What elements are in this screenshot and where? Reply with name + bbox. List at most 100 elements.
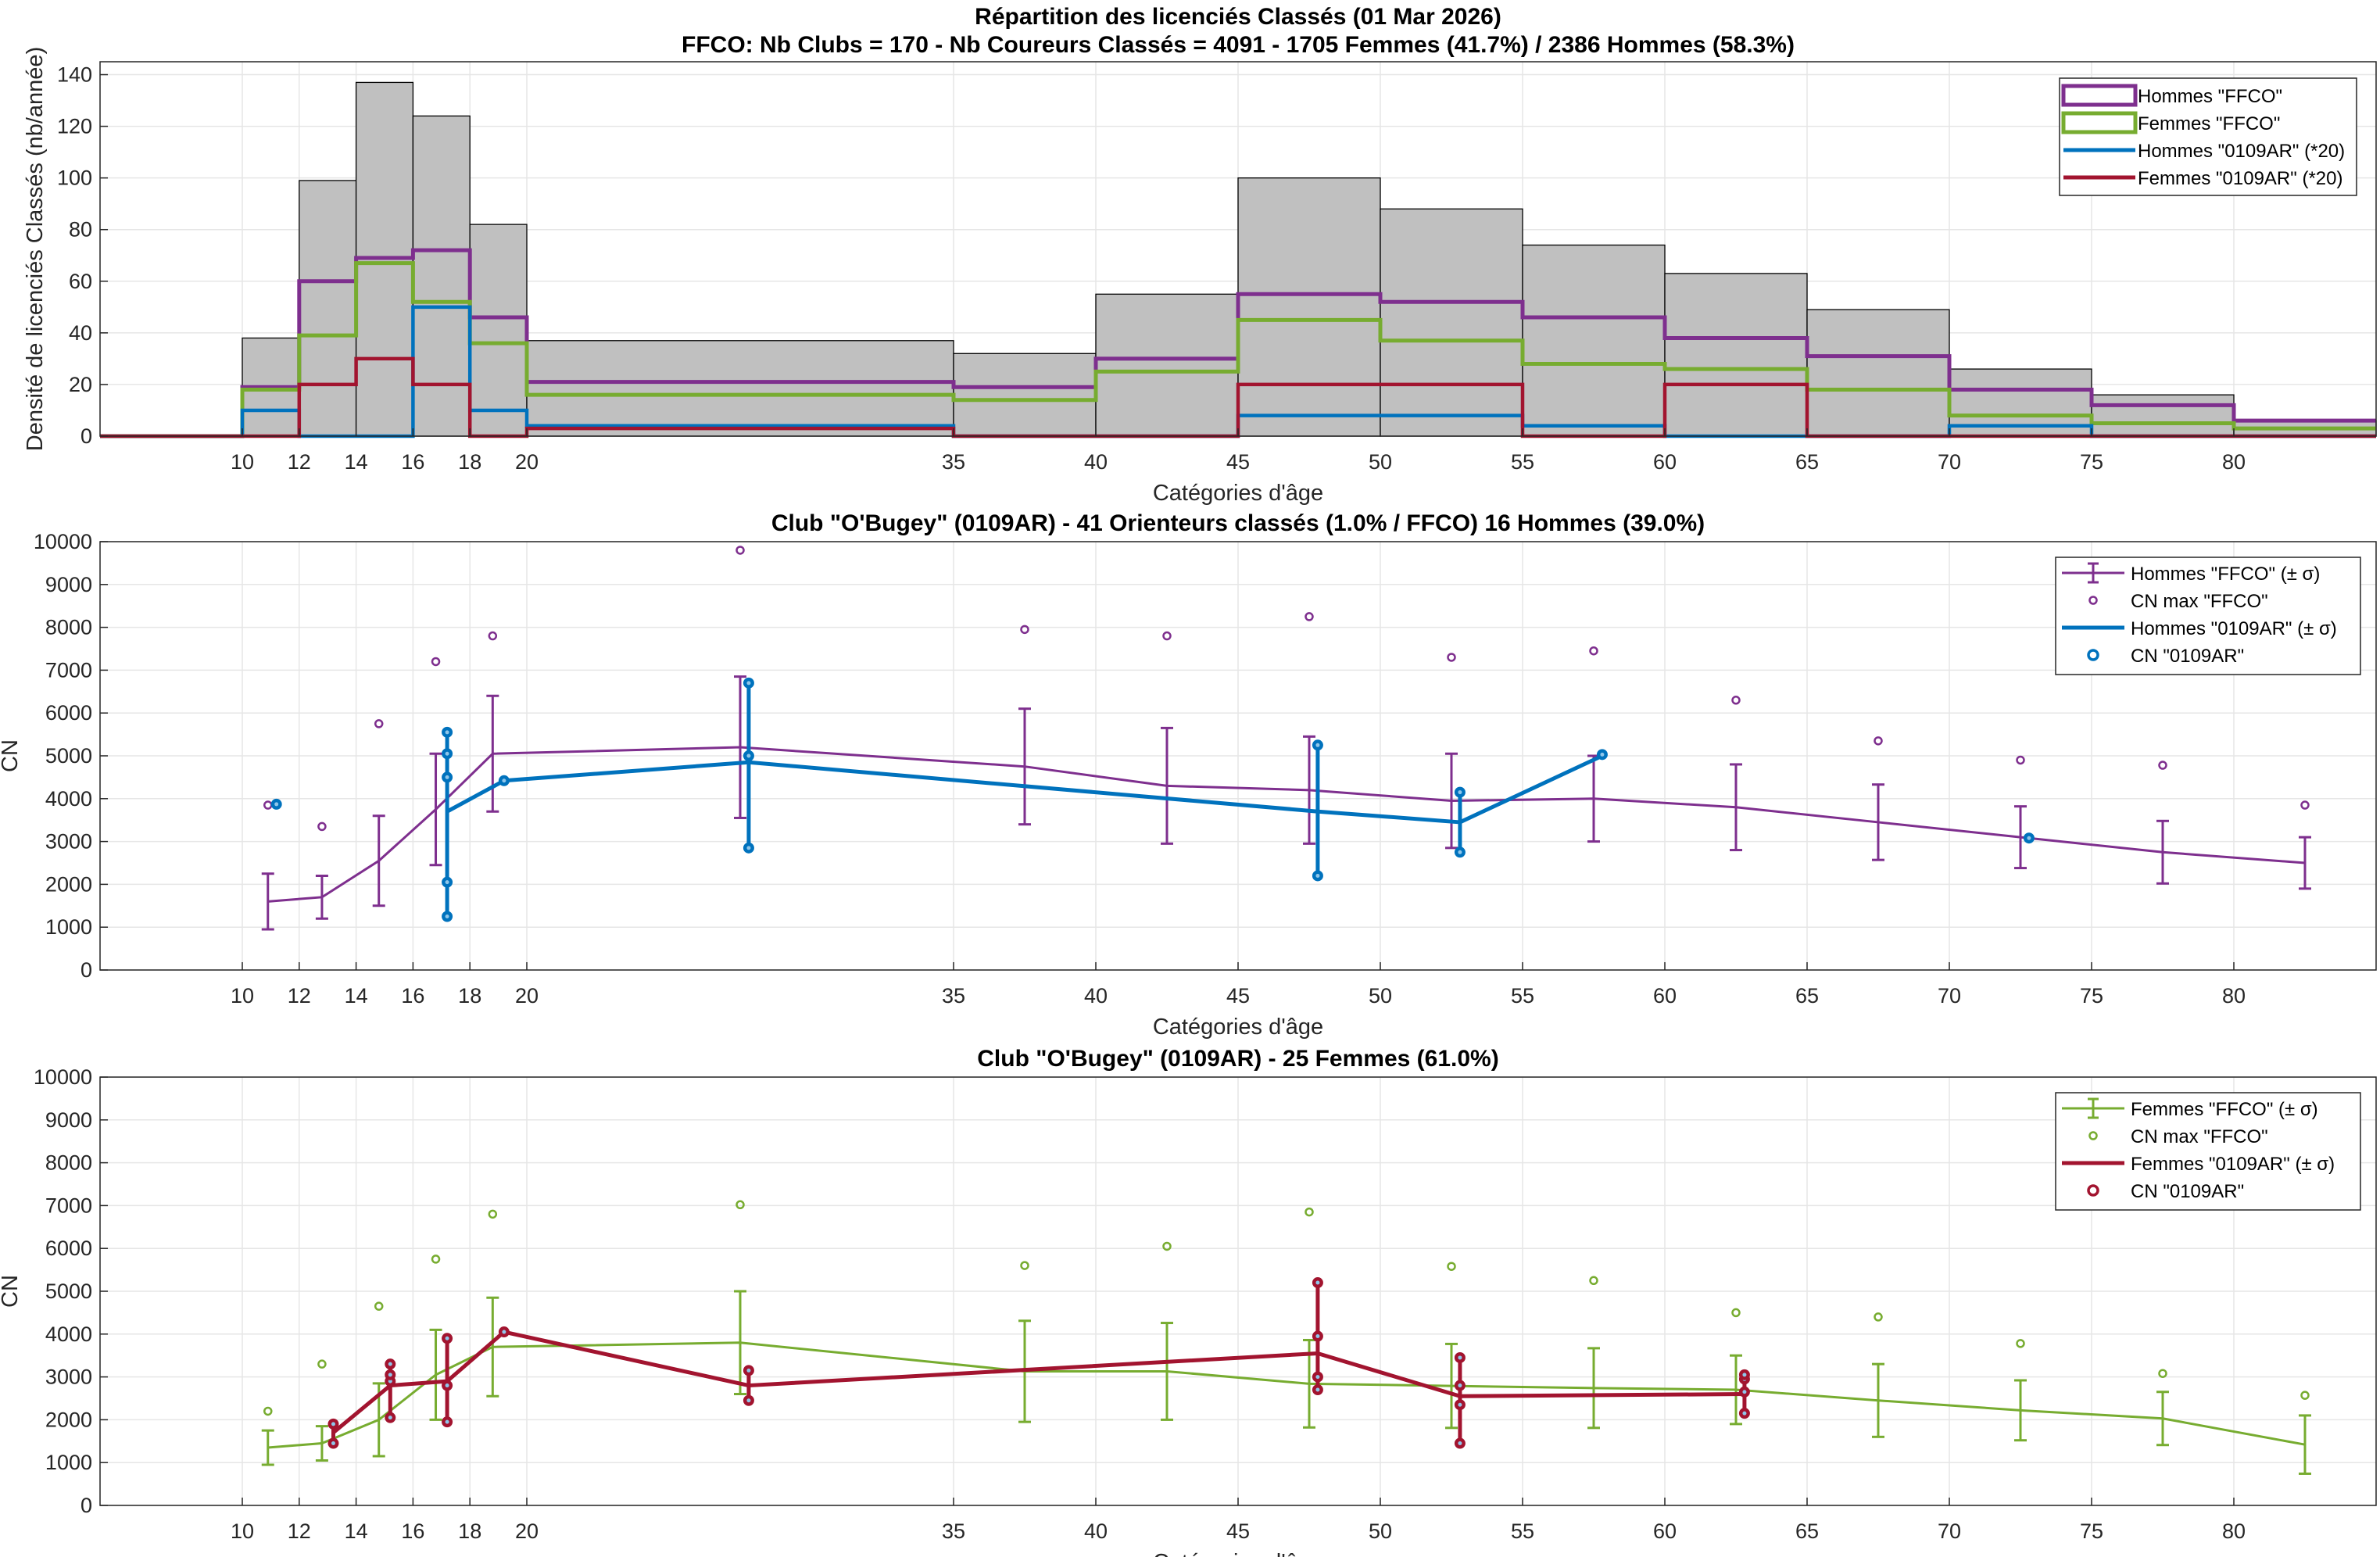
total-bar (299, 180, 357, 437)
y-tick-label: 60 (69, 270, 92, 293)
ffco-max-point (431, 1255, 441, 1264)
x-tick-label: 45 (1226, 1519, 1250, 1543)
x-tick-label: 75 (2080, 1519, 2103, 1543)
club-cn-point-highlight (274, 802, 279, 807)
legend-label: Femmes "FFCO" (2138, 113, 2280, 134)
total-bar (1237, 177, 1381, 437)
x-tick-label: 65 (1795, 1519, 1819, 1543)
y-tick-label: 5000 (45, 744, 92, 768)
y-tick-label: 6000 (45, 701, 92, 725)
ffco-error-bar (2156, 1391, 2169, 1447)
club-cn-point-highlight (1742, 1411, 1747, 1416)
y-axis-label: CN (0, 1275, 23, 1308)
y-tick-label: 0 (81, 958, 92, 982)
chart-title: Club "O'Bugey" (0109AR) - 25 Femmes (61.… (977, 1046, 1498, 1072)
y-tick-label: 8000 (45, 616, 92, 639)
ffco-max-point (1447, 653, 1456, 662)
y-tick-label: 140 (57, 63, 92, 87)
legend-label: CN "0109AR" (2131, 646, 2244, 667)
ffco-error-bar (734, 1290, 746, 1396)
legend-label: CN max "FFCO" (2131, 591, 2268, 612)
club-cn-point-highlight (746, 681, 751, 685)
ffco-max-point (317, 821, 327, 832)
club-cn-point-highlight (746, 1368, 751, 1373)
club-cn-point-highlight (1458, 790, 1462, 795)
club-cn-point-highlight (1458, 1383, 1462, 1388)
club-cn-point-highlight (445, 1419, 449, 1424)
x-tick-label: 40 (1084, 1519, 1108, 1543)
total-bar (1095, 293, 1239, 437)
ffco-max-point (1162, 1241, 1172, 1251)
ffco-max-point (2300, 1391, 2310, 1400)
ffco-max-point (1020, 625, 1029, 635)
total-bar (1664, 273, 1808, 437)
legend-label: Femmes "0109AR" (*20) (2138, 168, 2342, 189)
x-tick-label: 18 (458, 1519, 481, 1543)
x-tick-label: 70 (1938, 984, 1961, 1008)
ffco-max-point (2158, 761, 2167, 770)
legend-label: CN max "FFCO" (2131, 1126, 2268, 1147)
ffco-mean-line (267, 746, 2306, 903)
ffco-error-bar (2299, 1414, 2311, 1475)
club-cn-point-highlight (445, 1336, 449, 1340)
x-tick-label: 18 (458, 450, 481, 474)
club-cn-point-highlight (445, 751, 449, 756)
x-tick-label: 45 (1226, 450, 1250, 474)
club-cn-point-highlight (388, 1416, 392, 1420)
club-cn-point-highlight (445, 880, 449, 885)
x-axis-label: Catégories d'âge (1153, 1550, 1323, 1557)
ffco-max-point (2300, 800, 2310, 810)
x-tick-label: 12 (288, 450, 311, 474)
x-tick-label: 70 (1938, 1519, 1961, 1543)
ffco-max-point (735, 546, 745, 555)
ffco-max-point (431, 657, 441, 667)
club-cn-point-highlight (1315, 1334, 1320, 1339)
club-cn-point-highlight (746, 753, 751, 758)
legend-label: Hommes "0109AR" (± σ) (2131, 618, 2337, 639)
x-tick-label: 50 (1369, 984, 1392, 1008)
ffco-error-bar (261, 872, 274, 931)
ffco-max-point (1731, 696, 1741, 705)
x-tick-label: 45 (1226, 984, 1250, 1008)
x-tick-label: 18 (458, 984, 481, 1008)
ffco-max-point (374, 719, 384, 728)
club-mean-line (331, 1330, 1745, 1434)
club-cn-point-highlight (746, 846, 751, 850)
total-bar (526, 340, 954, 437)
legend-swatch (2087, 649, 2099, 661)
y-axis-label: CN (0, 739, 23, 772)
y-tick-label: 8000 (45, 1151, 92, 1175)
x-tick-label: 16 (401, 450, 424, 474)
ffco-error-bar (1303, 735, 1315, 845)
club-cn-point-highlight (1600, 752, 1605, 757)
x-tick-label: 55 (1511, 1519, 1534, 1543)
x-tick-label: 10 (231, 984, 254, 1008)
legend: Hommes "FFCO" (± σ) CN max "FFCO" Hommes "… (2055, 557, 2361, 675)
ffco-max-point (2158, 1369, 2167, 1378)
ffco-max-point (735, 1200, 745, 1210)
club-cn-point-highlight (445, 915, 449, 918)
ffco-max-point (263, 1406, 273, 1416)
ffco-error-bar (486, 1296, 499, 1398)
ffco-max-point (374, 1301, 384, 1311)
legend-swatch (2087, 1184, 2099, 1197)
y-tick-label: 7000 (45, 658, 92, 682)
x-tick-label: 55 (1511, 450, 1534, 474)
total-bar (469, 224, 528, 437)
club-cn-point-highlight (1458, 1402, 1462, 1407)
legend-label: CN "0109AR" (2131, 1181, 2244, 1202)
legend-swatch (2088, 1131, 2098, 1140)
ffco-error-bar (1730, 763, 1742, 852)
x-tick-label: 12 (288, 984, 311, 1008)
ffco-error-bar (734, 675, 746, 819)
ffco-error-bar (429, 1328, 442, 1421)
ffco-error-bar (1730, 1354, 1742, 1426)
total-bar (1380, 208, 1523, 437)
ffco-error-bar (429, 752, 442, 867)
x-tick-label: 60 (1653, 984, 1677, 1008)
ffco-max-point (488, 1209, 498, 1219)
ffco-error-bar (1445, 1342, 1458, 1430)
y-tick-label: 9000 (45, 1108, 92, 1132)
x-tick-label: 80 (2222, 984, 2246, 1008)
x-tick-label: 20 (515, 1519, 539, 1543)
